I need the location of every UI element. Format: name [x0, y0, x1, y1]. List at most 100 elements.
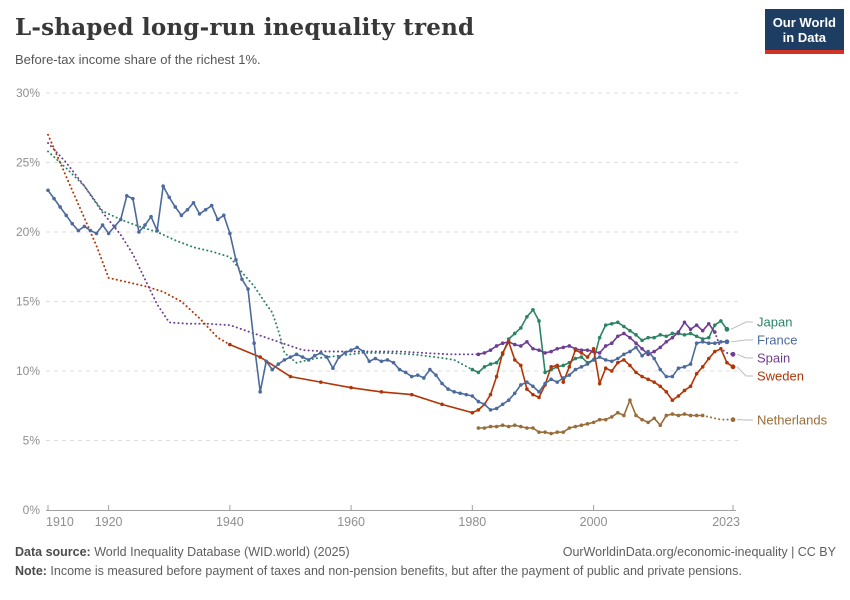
data-point-france[interactable]	[519, 383, 523, 387]
data-point-sweden[interactable]	[519, 363, 523, 368]
data-point-france[interactable]	[646, 349, 650, 354]
legend-label-spain[interactable]: Spain	[757, 351, 790, 366]
data-point-netherlands[interactable]	[537, 430, 541, 434]
data-point-france[interactable]	[561, 376, 566, 380]
data-point-france[interactable]	[228, 231, 232, 236]
series-line-spain[interactable]	[47, 142, 480, 356]
data-point-france[interactable]	[373, 356, 378, 361]
data-point-netherlands[interactable]	[567, 426, 572, 430]
data-point-japan[interactable]	[713, 323, 717, 327]
data-point-france[interactable]	[197, 212, 202, 216]
data-point-japan[interactable]	[512, 331, 517, 336]
data-point-netherlands[interactable]	[634, 413, 638, 418]
data-point-sweden[interactable]	[700, 365, 705, 369]
data-point-netherlands[interactable]	[603, 417, 608, 422]
data-point-france[interactable]	[258, 390, 262, 394]
data-point-france[interactable]	[209, 203, 214, 208]
data-point-france[interactable]	[694, 341, 699, 346]
data-point-france[interactable]	[294, 352, 299, 357]
data-point-sweden[interactable]	[470, 410, 475, 415]
data-point-france[interactable]	[500, 402, 505, 407]
legend-label-france[interactable]: France	[757, 333, 797, 348]
data-point-sweden[interactable]	[506, 340, 511, 344]
data-point-japan[interactable]	[688, 331, 693, 336]
data-point-france[interactable]	[482, 402, 487, 407]
data-point-netherlands[interactable]	[616, 410, 620, 415]
series-line-sweden[interactable]	[229, 339, 734, 414]
data-point-japan[interactable]	[603, 323, 608, 327]
data-point-sweden[interactable]	[440, 402, 444, 407]
data-point-netherlands[interactable]	[670, 412, 675, 416]
data-point-france[interactable]	[94, 231, 99, 236]
data-point-japan[interactable]	[519, 326, 523, 330]
data-point-spain[interactable]	[616, 334, 620, 339]
data-point-spain[interactable]	[628, 335, 632, 340]
series-end-marker-spain[interactable]	[730, 351, 736, 357]
data-point-spain[interactable]	[597, 351, 602, 355]
data-point-france[interactable]	[579, 365, 584, 369]
data-point-japan[interactable]	[573, 356, 578, 361]
legend-label-japan[interactable]: Japan	[757, 315, 792, 330]
data-point-france[interactable]	[191, 201, 196, 205]
data-point-sweden[interactable]	[555, 363, 560, 368]
data-point-sweden[interactable]	[379, 390, 384, 394]
data-point-spain[interactable]	[682, 320, 687, 325]
data-point-france[interactable]	[464, 392, 469, 397]
data-point-sweden[interactable]	[585, 355, 590, 359]
legend-label-sweden[interactable]: Sweden	[757, 369, 804, 384]
data-point-netherlands[interactable]	[579, 423, 584, 428]
data-point-netherlands[interactable]	[531, 426, 535, 430]
series-line-netherlands[interactable]	[478, 398, 703, 435]
data-point-france[interactable]	[203, 207, 208, 212]
data-point-netherlands[interactable]	[561, 430, 566, 434]
data-point-japan[interactable]	[597, 335, 602, 340]
data-point-spain[interactable]	[579, 348, 584, 352]
data-point-sweden[interactable]	[688, 384, 693, 389]
data-point-france[interactable]	[118, 217, 123, 222]
data-point-japan[interactable]	[658, 333, 663, 337]
data-point-sweden[interactable]	[591, 346, 596, 351]
data-point-france[interactable]	[658, 367, 663, 372]
data-point-france[interactable]	[343, 351, 347, 355]
data-point-netherlands[interactable]	[549, 431, 553, 436]
data-point-france[interactable]	[470, 394, 475, 398]
data-point-sweden[interactable]	[409, 392, 414, 397]
data-point-sweden[interactable]	[573, 348, 578, 352]
data-point-france[interactable]	[76, 228, 81, 233]
data-point-japan[interactable]	[719, 319, 723, 323]
data-point-netherlands[interactable]	[676, 413, 681, 418]
data-point-spain[interactable]	[688, 327, 693, 332]
data-point-sweden[interactable]	[676, 394, 681, 398]
data-point-france[interactable]	[82, 224, 87, 229]
data-point-spain[interactable]	[555, 346, 560, 351]
data-point-spain[interactable]	[676, 330, 681, 334]
data-point-netherlands[interactable]	[682, 412, 687, 416]
data-point-netherlands[interactable]	[555, 430, 560, 434]
data-point-france[interactable]	[415, 373, 420, 377]
data-point-netherlands[interactable]	[506, 424, 511, 429]
data-point-sweden[interactable]	[658, 384, 663, 389]
data-point-japan[interactable]	[652, 335, 656, 340]
data-point-france[interactable]	[622, 352, 626, 357]
data-point-japan[interactable]	[494, 360, 499, 365]
data-point-france[interactable]	[628, 349, 632, 354]
data-point-netherlands[interactable]	[694, 413, 699, 418]
series-line-france[interactable]	[47, 183, 727, 411]
data-point-japan[interactable]	[470, 367, 475, 372]
data-point-france[interactable]	[318, 351, 323, 355]
data-point-france[interactable]	[555, 380, 560, 384]
data-point-sweden[interactable]	[561, 380, 566, 384]
data-point-netherlands[interactable]	[512, 423, 517, 428]
data-point-netherlands[interactable]	[519, 424, 523, 429]
series-line-japan[interactable]	[47, 150, 474, 371]
data-point-france[interactable]	[652, 356, 656, 361]
data-point-spain[interactable]	[694, 323, 699, 327]
data-point-france[interactable]	[70, 221, 75, 226]
data-point-france[interactable]	[494, 406, 499, 411]
data-point-france[interactable]	[713, 341, 717, 346]
data-point-france[interactable]	[367, 359, 372, 364]
data-point-france[interactable]	[506, 398, 511, 402]
data-point-france[interactable]	[246, 287, 250, 291]
data-point-france[interactable]	[179, 213, 184, 218]
data-point-netherlands[interactable]	[585, 422, 590, 426]
